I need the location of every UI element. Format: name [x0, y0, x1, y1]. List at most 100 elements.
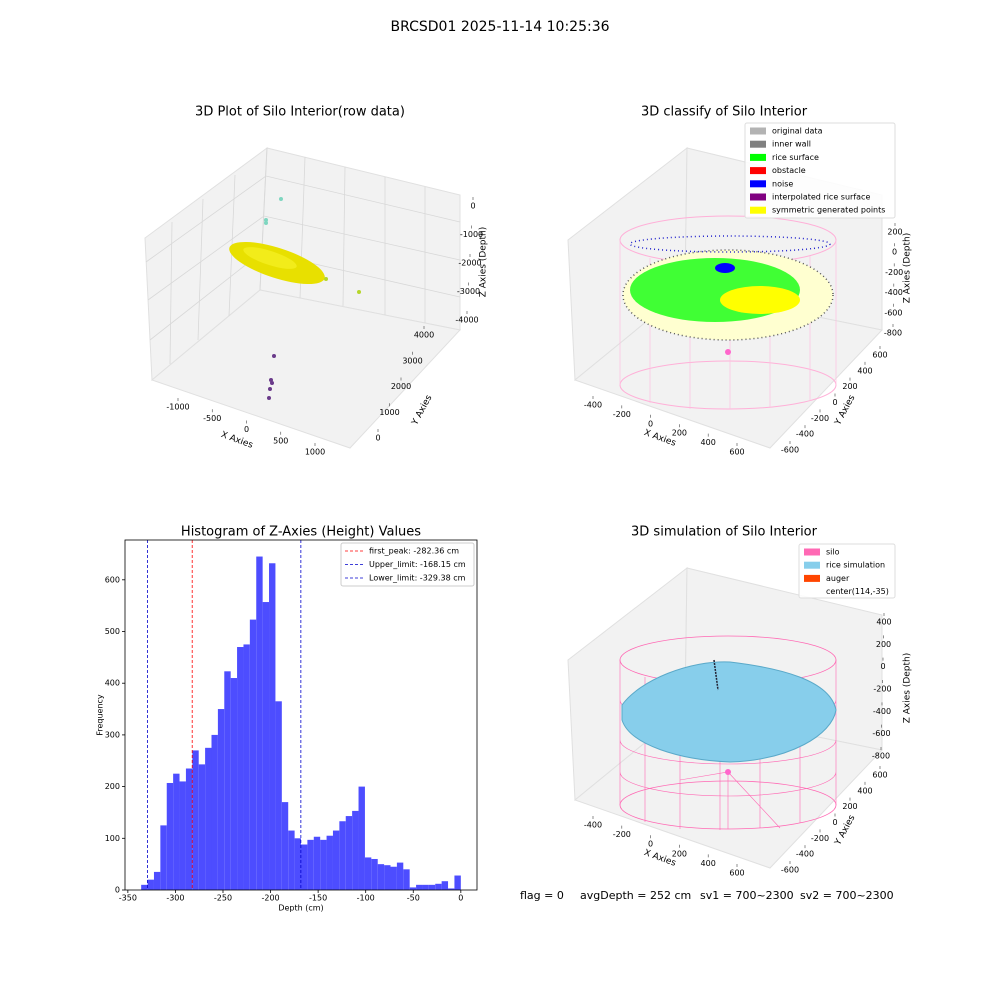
x-tick-label: -250 [214, 894, 232, 903]
z-tick-label: 200 [887, 228, 902, 237]
bar [281, 802, 289, 890]
panel-4-box [567, 566, 883, 869]
x-tick-label: 200 [672, 849, 687, 858]
bar [448, 888, 455, 890]
y-tick-label: -400 [796, 430, 814, 439]
chart-title: 3D classify of Silo Interior [641, 105, 808, 120]
y-tick-label: 500 [105, 627, 120, 636]
legend-box [798, 543, 896, 599]
legend-box [744, 122, 896, 219]
x-tick-label: -300 [166, 894, 184, 903]
bar [371, 858, 378, 890]
y-tick-label: -600 [781, 866, 799, 875]
x-tick-label: -200 [613, 410, 631, 419]
y-tick-label: 200 [105, 782, 120, 791]
bar [173, 773, 180, 890]
z-axis-label: Z Axies (Depth) [479, 227, 489, 298]
bar [205, 747, 212, 890]
z-tick-label: -800 [884, 329, 902, 338]
bar [390, 866, 397, 890]
x-tick-label: 600 [729, 869, 744, 878]
y-tick-label: 400 [857, 786, 872, 795]
z-tick-label: -200 [873, 685, 891, 694]
bar [358, 786, 365, 890]
plot-frame [124, 539, 478, 891]
z-tick-label: -4000 [455, 316, 478, 325]
bar [396, 862, 404, 890]
legend-label: rice surface [772, 153, 819, 162]
bar [153, 871, 161, 890]
legend-swatch [750, 127, 766, 135]
bar [275, 701, 282, 890]
bar [428, 884, 436, 890]
y-tick-label: 200 [842, 802, 857, 811]
x-tick-label: 400 [701, 859, 716, 868]
bar [384, 865, 391, 890]
y-tick-label: 0 [115, 886, 120, 895]
y-tick-label: 400 [105, 679, 120, 688]
y-tick-label: 0 [832, 818, 837, 827]
x-tick-label: -200 [261, 894, 279, 903]
bar [307, 839, 314, 890]
y-tick-label: 600 [872, 771, 887, 780]
bar [422, 884, 429, 890]
bar [454, 875, 461, 890]
legend-swatch [750, 153, 766, 161]
bar [166, 782, 174, 890]
y-tick-label: 3000 [402, 356, 422, 365]
x-tick-label: 600 [729, 448, 744, 457]
x-tick-label: 0 [458, 894, 463, 903]
bar [243, 644, 250, 890]
bar [179, 781, 186, 890]
bar [294, 838, 301, 890]
z-tick-label: -600 [884, 308, 902, 317]
z-tick-label: -600 [872, 729, 890, 738]
bar [198, 764, 206, 890]
x-tick-label: -1000 [166, 403, 189, 412]
x-tick-label: 0 [648, 840, 653, 849]
y-tick-label: 400 [857, 366, 872, 375]
bar [185, 768, 193, 890]
y-tick-label: 0 [375, 434, 380, 443]
legend-label: silo [826, 548, 840, 557]
bar [352, 810, 359, 890]
chart-title: 3D simulation of Silo Interior [631, 525, 818, 540]
legend-swatch [750, 180, 766, 188]
z-tick-label: -3000 [457, 287, 480, 296]
footer-text: sv2 = 700~2300 [800, 889, 894, 902]
bar [345, 816, 353, 890]
legend-swatch [804, 574, 820, 582]
footer-text: flag = 0 [520, 889, 564, 902]
bar [147, 879, 154, 890]
bar [141, 884, 148, 890]
legend-label: inner wall [772, 140, 811, 149]
bar [403, 869, 410, 890]
x-axis-label: Depth (cm) [278, 904, 323, 913]
z-tick-label: 0 [470, 202, 475, 211]
y-tick-label: -200 [811, 834, 829, 843]
bar [301, 844, 308, 890]
legend-box [340, 542, 475, 587]
bar [326, 835, 333, 890]
legend-swatch [750, 206, 766, 214]
footer-text: avgDepth = 252 cm [580, 889, 691, 902]
bar [339, 821, 346, 890]
legend-label: center(114,-35) [826, 587, 889, 596]
bar [211, 734, 218, 890]
legend-swatch [804, 548, 820, 556]
bar [224, 671, 231, 890]
bar [377, 864, 385, 890]
y-tick-label: 300 [105, 730, 120, 739]
x-tick-label: 1000 [305, 448, 325, 457]
bar [441, 881, 449, 890]
x-tick-label: -500 [203, 414, 221, 423]
x-tick-label: 200 [672, 429, 687, 438]
legend-label: symmetric generated points [772, 206, 885, 215]
z-tick-label: -2000 [458, 259, 481, 268]
legend-label: original data [772, 127, 823, 136]
legend-label: interpolated rice surface [772, 193, 870, 202]
x-tick-label: -200 [613, 830, 631, 839]
z-tick-label: -1000 [460, 230, 483, 239]
legend-swatch [750, 193, 766, 201]
